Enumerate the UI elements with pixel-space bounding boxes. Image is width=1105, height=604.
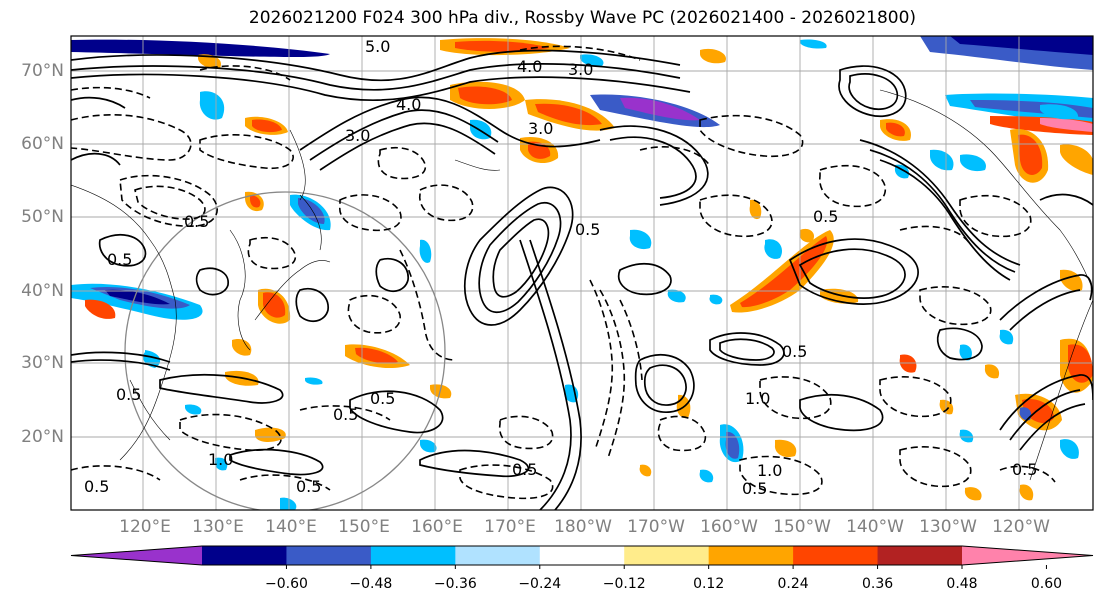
colorbar-tick-label: 0.24 — [777, 576, 809, 592]
colorbar-tick-label: −0.48 — [349, 576, 393, 592]
contour-label: 0.5 — [333, 405, 358, 424]
lat-label-20n: 20°N — [21, 427, 64, 447]
contour-label: 0.5 — [84, 477, 109, 496]
colorbar-tick-label: −0.60 — [264, 576, 308, 592]
map-title: 2026021200 F024 300 hPa div., Rossby Wav… — [248, 8, 917, 28]
colorbar — [70, 545, 1094, 569]
lon-label-120w: 120°W — [992, 517, 1050, 537]
lon-label-130e: 130°E — [192, 517, 244, 537]
colorbar-segment — [539, 546, 625, 565]
colorbar-extend-low — [71, 546, 202, 565]
contour-label: 1.0 — [208, 450, 233, 469]
contours-solid — [71, 49, 1093, 510]
lat-label-30n: 30°N — [21, 353, 64, 373]
contour-label: 0.5 — [813, 207, 838, 226]
colorbar-segment — [708, 546, 794, 565]
contours-dashed — [71, 45, 1056, 500]
colorbar-segment — [455, 546, 541, 565]
contour-label: 0.5 — [184, 212, 209, 231]
lon-label-150e: 150°E — [338, 517, 390, 537]
region-circle — [124, 191, 446, 510]
colorbar-segment — [877, 546, 963, 565]
lat-label-40n: 40°N — [21, 281, 64, 301]
colorbar-segment — [624, 546, 710, 565]
contour-label: 0.5 — [370, 389, 395, 408]
lon-label-160w: 160°W — [700, 517, 758, 537]
lat-label-60n: 60°N — [21, 134, 64, 154]
contour-label: 1.0 — [745, 389, 770, 408]
contour-label: 0.5 — [512, 460, 537, 479]
colorbar-tick-label: 0.12 — [693, 576, 725, 592]
contour-label: 4.0 — [517, 57, 542, 76]
map-frame — [70, 35, 1094, 511]
colorbar-extend-high — [962, 546, 1093, 565]
lon-label-150w: 150°W — [773, 517, 831, 537]
lon-label-170w: 170°W — [627, 517, 685, 537]
colorbar-segment — [286, 546, 372, 565]
contour-label: 5.0 — [365, 37, 390, 56]
contour-label: 0.5 — [116, 385, 141, 404]
shaded-field — [71, 36, 1093, 510]
contour-label: 0.5 — [107, 250, 132, 269]
colorbar-tick-label: 0.36 — [861, 576, 894, 592]
colorbar-outline — [70, 545, 1094, 566]
colorbar-segment — [202, 546, 287, 565]
lon-label-160e: 160°E — [411, 517, 463, 537]
map-plot-area: 5.0 4.0 3.0 3.0 4.0 3.0 0.5 0.5 0.5 0.5 … — [71, 36, 1093, 510]
colorbar-tick-label: 0.60 — [1030, 576, 1063, 592]
contour-label: 3.0 — [568, 60, 593, 79]
lat-label-70n: 70°N — [21, 61, 64, 81]
coastlines — [71, 89, 1093, 481]
graticule — [71, 36, 1093, 510]
colorbar-tick-label: 0.48 — [946, 576, 978, 592]
contour-label: 1.0 — [757, 461, 782, 480]
contour-label: 0.5 — [742, 479, 767, 498]
contour-label: 0.5 — [1012, 460, 1037, 479]
contour-labels: 5.0 4.0 3.0 3.0 4.0 3.0 0.5 0.5 0.5 0.5 … — [84, 37, 1037, 498]
colorbar-tick-label: −0.36 — [433, 576, 477, 592]
lon-label-180w: 180°W — [554, 517, 612, 537]
contour-label: 0.5 — [575, 220, 600, 239]
contour-label: 0.5 — [782, 342, 807, 361]
lon-label-140w: 140°W — [846, 517, 904, 537]
lon-label-120e: 120°E — [119, 517, 171, 537]
colorbar-tick-label: −0.12 — [602, 576, 646, 592]
lon-label-140e: 140°E — [265, 517, 317, 537]
colorbar-segment — [793, 546, 879, 565]
contour-label: 3.0 — [528, 119, 553, 138]
lat-label-50n: 50°N — [21, 207, 64, 227]
contour-label: 4.0 — [396, 95, 421, 114]
lon-label-130w: 130°W — [919, 517, 977, 537]
negative-anomaly-streak — [71, 39, 330, 58]
contour-label: 3.0 — [345, 126, 370, 145]
lon-label-170e: 170°E — [484, 517, 536, 537]
colorbar-tick-label: −0.24 — [518, 576, 562, 592]
colorbar-segment — [370, 546, 456, 565]
contour-label: 0.5 — [296, 477, 321, 496]
